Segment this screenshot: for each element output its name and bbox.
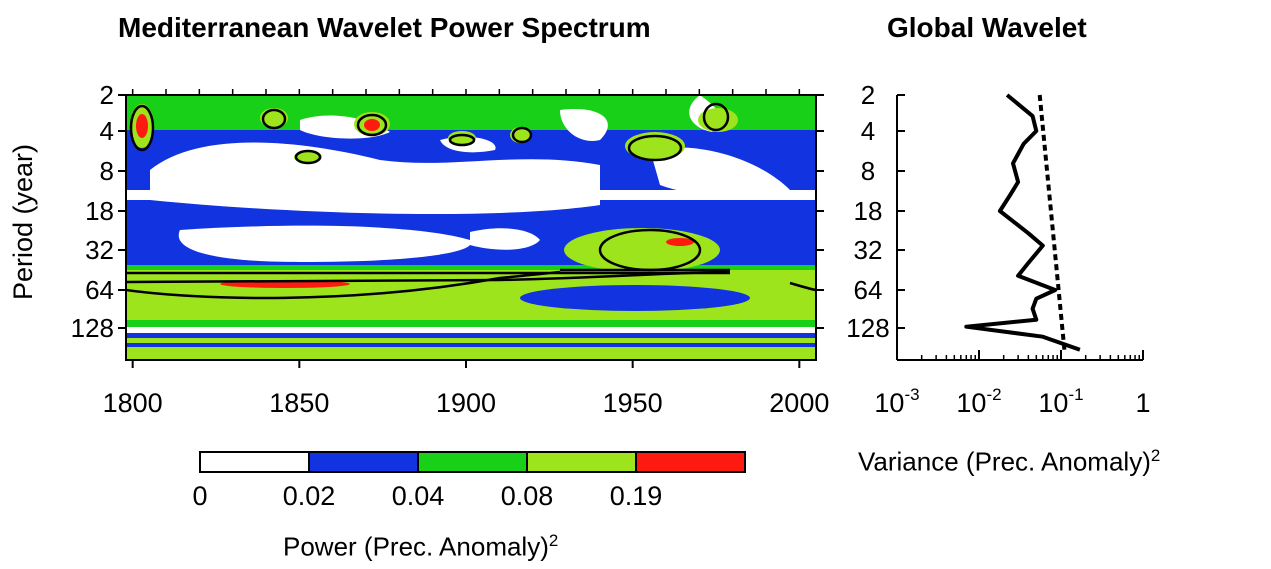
colorbar-tick-1: 0.02 xyxy=(283,481,336,511)
global-y-tick-label-18: 18 xyxy=(854,196,883,226)
global-x-axis-label-sup: 2 xyxy=(1150,446,1161,465)
global-y-tick-label-2: 2 xyxy=(861,80,875,110)
stripe-blue-2 xyxy=(126,343,816,347)
x-tick-label-1850: 1850 xyxy=(269,388,329,418)
heatmap-axes: 1800 1850 1900 1950 2000 2 4 8 18 32 64 128 xyxy=(71,80,830,418)
colorbar-label-text: Power (Prec. Anomaly) xyxy=(283,531,549,562)
global-y-tick-label-8: 8 xyxy=(861,156,875,186)
global-y-tick-label-128: 128 xyxy=(846,313,889,343)
y-tick-label-32: 32 xyxy=(85,235,114,265)
contour-5 xyxy=(448,133,476,147)
stripe-blue-1 xyxy=(126,333,816,338)
global-y-tick-label-32: 32 xyxy=(854,235,883,265)
colorbar-tick-4: 0.19 xyxy=(610,481,663,511)
contour-2 xyxy=(356,113,388,137)
x-tick-label-1800: 1800 xyxy=(103,388,163,418)
contour-13 xyxy=(789,281,816,292)
stripe-white-1 xyxy=(126,327,816,333)
heatmap-regions xyxy=(126,95,816,360)
global-x-tick-label-0: 10-3 xyxy=(874,385,919,418)
red-region-2 xyxy=(364,119,380,131)
ygreen-island-6 xyxy=(448,131,476,145)
stripe-ygreen-1 xyxy=(126,338,816,343)
contour-11 xyxy=(126,270,731,284)
contour-7 xyxy=(627,134,683,162)
blue-blob-64 xyxy=(520,285,750,311)
colorbar-swatch-2 xyxy=(417,451,528,473)
colorbar-swatch-4 xyxy=(635,451,746,473)
ygreen-island-7 xyxy=(564,228,720,272)
y-tick-label-18: 18 xyxy=(85,196,114,226)
y-tick-label-4: 4 xyxy=(100,116,114,146)
contour-4 xyxy=(294,149,322,165)
contour-8 xyxy=(702,102,730,132)
global-wavelet-lines xyxy=(964,93,1081,352)
colorbar-swatch-0 xyxy=(199,451,310,473)
contour-6 xyxy=(511,126,533,144)
colorbar-swatch-3 xyxy=(526,451,637,473)
colorbar-label: Power (Prec. Anomaly)2 xyxy=(283,531,558,563)
global-x-tick-label-3: 1 xyxy=(1135,388,1150,418)
global-wavelet-line xyxy=(964,93,1081,352)
wavelet-chart-title: Mediterranean Wavelet Power Spectrum xyxy=(118,12,651,43)
red-region-3 xyxy=(666,238,694,246)
y-tick-label-128: 128 xyxy=(71,313,114,343)
global-y-tick-label-64: 64 xyxy=(854,275,883,305)
y-tick-label-64: 64 xyxy=(85,275,114,305)
white-patch-7 xyxy=(560,109,608,141)
white-patch-3 xyxy=(470,228,540,250)
significance-contours xyxy=(126,102,816,300)
global-x-axis-label: Variance (Prec. Anomaly)2 xyxy=(858,446,1160,478)
global-x-tick-label-2: 10-1 xyxy=(1038,385,1083,418)
white-patch-1 xyxy=(150,142,600,215)
significance-line xyxy=(1037,94,1067,350)
ygreen-island-5 xyxy=(294,150,322,164)
white-patch-2 xyxy=(178,225,472,262)
x-tick-label-1900: 1900 xyxy=(436,388,496,418)
contour-1 xyxy=(129,104,155,152)
heatmap-frame xyxy=(125,94,817,361)
colorbar-tick-3: 0.08 xyxy=(501,481,554,511)
y-axis-label: Period (year) xyxy=(8,144,38,300)
colorbar: 0 0.02 0.04 0.08 0.19 xyxy=(192,451,746,511)
x-tick-label-1950: 1950 xyxy=(603,388,663,418)
colorbar-label-sup: 2 xyxy=(548,531,559,550)
global-x-axis-label-text: Variance (Prec. Anomaly) xyxy=(858,446,1151,477)
contour-10 xyxy=(126,270,730,300)
colorbar-swatch-1 xyxy=(308,451,419,473)
contour-3 xyxy=(261,108,287,130)
y-tick-label-2: 2 xyxy=(100,80,114,110)
colorbar-tick-0: 0 xyxy=(192,481,207,511)
global-x-tick-label-1: 10-2 xyxy=(956,385,1001,418)
y-tick-label-8: 8 xyxy=(100,156,114,186)
stripe-ygreen-2 xyxy=(126,347,816,360)
global-wavelet-title: Global Wavelet xyxy=(887,12,1087,43)
colorbar-tick-2: 0.04 xyxy=(392,481,445,511)
global-y-tick-label-4: 4 xyxy=(861,116,875,146)
x-tick-label-2000: 2000 xyxy=(769,388,829,418)
global-wavelet-axes: 2 4 8 18 32 64 128 10-3 10-2 10-1 1 xyxy=(846,80,1150,418)
white-patch-4 xyxy=(650,147,790,197)
wavelet-heatmap xyxy=(126,95,816,360)
red-region-1 xyxy=(136,114,148,138)
